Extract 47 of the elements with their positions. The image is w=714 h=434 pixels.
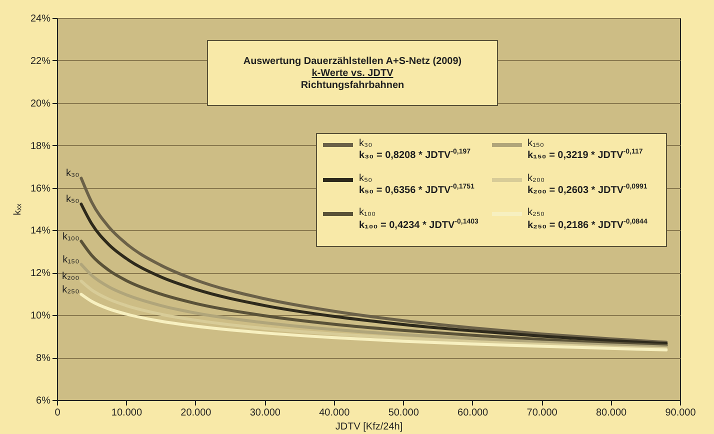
- legend-label: k₁₀₀: [359, 207, 377, 218]
- text: k₅₀: [66, 194, 80, 206]
- y-tick-label: 18%: [30, 140, 51, 152]
- line-series: [80, 280, 668, 350]
- y-tick-label: 10%: [30, 310, 51, 322]
- line-series: [80, 262, 668, 348]
- legend-label: k₅₀: [359, 172, 374, 184]
- x-tick-label: 70.000: [526, 408, 558, 418]
- y-tick-label: 12%: [30, 268, 51, 280]
- x-tick-label: 10.000: [111, 408, 142, 418]
- legend-label: k₂₀₀: [528, 172, 546, 184]
- x-tick-label: 60.000: [458, 408, 489, 418]
- legend-label: k₂₅₀: [528, 207, 546, 218]
- line-series: [80, 292, 668, 352]
- text: k₁₅₀: [62, 254, 80, 266]
- line-series: [80, 202, 668, 346]
- y-tick-label: 6%: [36, 396, 51, 406]
- title-box: Auswertung Dauerzählstellen A+S-Netz (2009) k-Werte vs. JDTV Richtungsfahrbahnen: [207, 40, 498, 106]
- x-tick-label: 20.000: [180, 408, 212, 418]
- y-tick-label: 22%: [30, 56, 51, 67]
- x-tick-label: 90.000: [665, 408, 696, 418]
- y-tick-label: 16%: [30, 183, 51, 194]
- annotation: Richtungsfahrbahnen: [300, 80, 406, 90]
- annotation: k₅₀ = 0,6356 * JDTV$^{-0,1751}$: [359, 184, 474, 196]
- x-tick-label: 80.000: [596, 408, 628, 418]
- annotation: k₃₀ = 0,8208 * JDTV$^{-0,197}$: [359, 149, 471, 162]
- text: k₂₅₀: [62, 284, 80, 296]
- line-series: [80, 240, 668, 347]
- y-tick-label: 14%: [30, 226, 51, 237]
- y-tick-label: 8%: [36, 353, 51, 364]
- text: k₂₀₀: [62, 271, 80, 282]
- y-tick-label: 24%: [30, 14, 51, 24]
- x-tick-label: 0: [54, 408, 61, 418]
- x-tick-label: 50.000: [388, 408, 420, 418]
- text: k₃₀: [66, 168, 80, 180]
- x-axis-title: JDTV [Kfz/24h]: [335, 422, 403, 432]
- annotation: k₁₅₀ = 0,3219 * JDTV$^{-0,117}$: [528, 149, 643, 162]
- x-tick-label: 30.000: [250, 408, 281, 418]
- y-axis-title: kₓₓ: [12, 203, 24, 216]
- y-tick-label: 20%: [30, 98, 51, 110]
- x-tick-label: 40.000: [319, 408, 350, 418]
- annotation: k₂₅₀ = 0,2186 * JDTV$^{-0,0844}$: [528, 218, 648, 231]
- annotation: k₁₀₀ = 0,4234 * JDTV$^{-0,1403}$: [359, 218, 478, 231]
- legend-label: k₃₀: [359, 138, 374, 149]
- annotation: k₂₀₀ = 0,2603 * JDTV$^{-0,0991}$: [528, 184, 648, 196]
- text: k₁₀₀: [62, 231, 80, 242]
- legend-label: k₁₅₀: [528, 138, 546, 149]
